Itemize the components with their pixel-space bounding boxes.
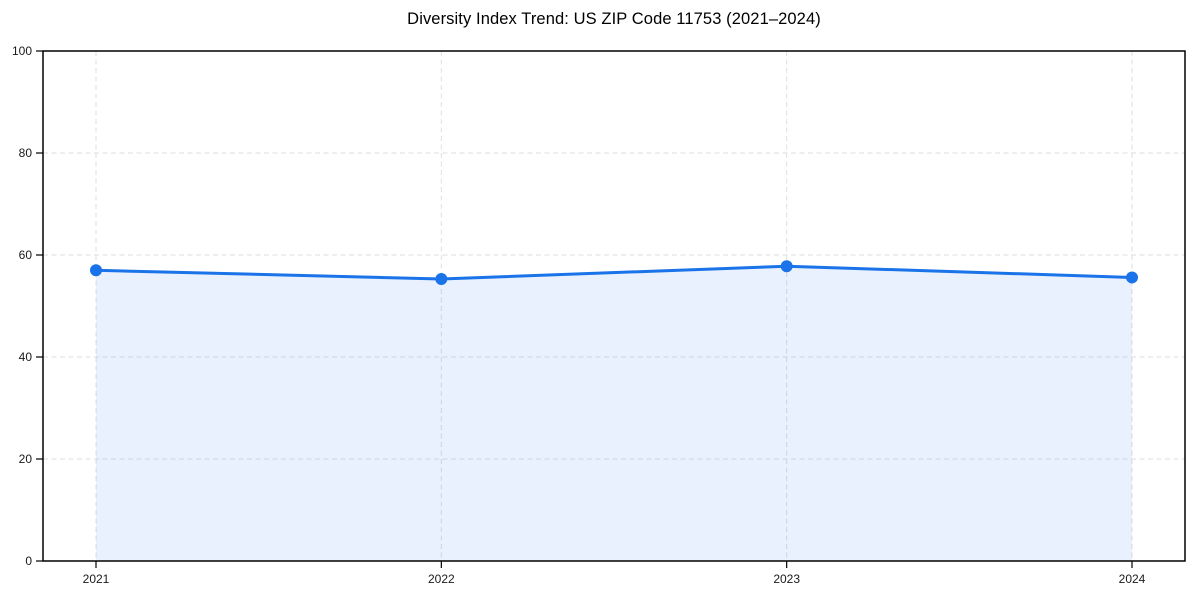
x-tick-label: 2022	[428, 572, 455, 586]
plot-border	[42, 50, 1186, 562]
data-point-2024	[1126, 271, 1138, 284]
y-tick-label: 40	[19, 350, 33, 364]
data-point-2021	[90, 264, 102, 277]
data-point-2022	[435, 272, 448, 285]
y-tick-label: 80	[19, 146, 33, 160]
chart-title: Diversity Index Trend: US ZIP Code 11753…	[407, 10, 821, 28]
x-tick-label: 2023	[773, 572, 800, 586]
data-point-2023	[780, 260, 793, 273]
x-tick-label: 2021	[83, 572, 110, 586]
y-tick-label: 20	[19, 452, 33, 466]
y-tick-label: 0	[25, 554, 32, 568]
x-tick-label: 2024	[1119, 572, 1146, 586]
y-tick-label: 60	[19, 248, 33, 262]
y-tick-label: 100	[12, 44, 32, 58]
trend-line	[94, 264, 1134, 281]
area-fill	[96, 266, 1132, 561]
